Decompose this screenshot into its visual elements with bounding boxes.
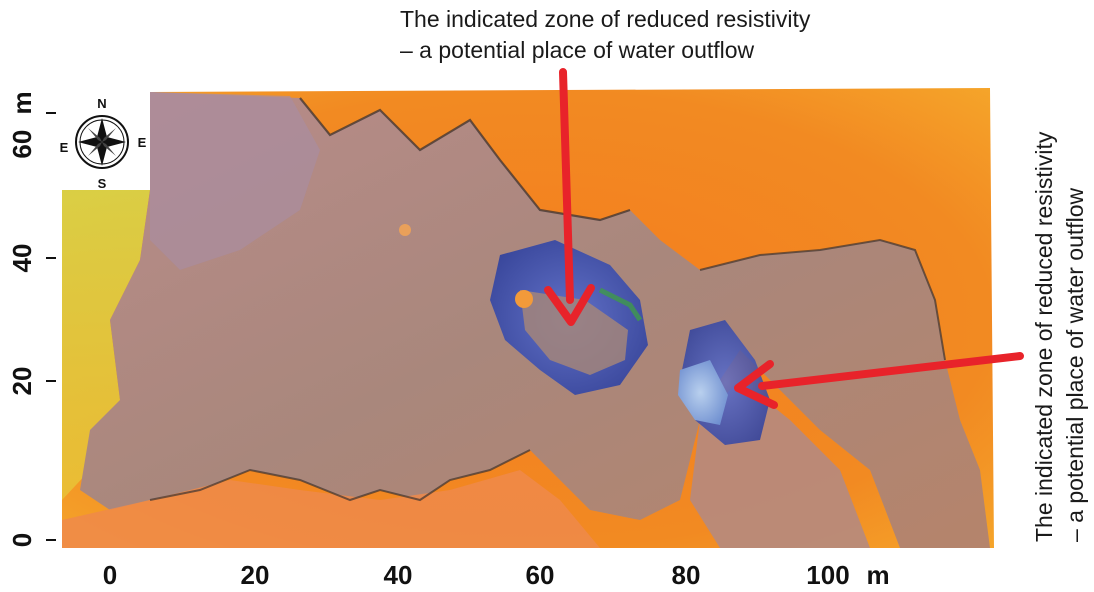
y-tick-label-40: 40 <box>7 244 37 273</box>
y-tick-top-value: 60 <box>7 130 37 159</box>
resistivity-map <box>62 88 994 548</box>
map-orange-spot-small <box>399 224 411 236</box>
right-callout-line-1: The indicated zone of reduced resistivit… <box>1031 131 1057 542</box>
compass-south-label: S <box>98 176 107 191</box>
compass-rose-icon <box>75 115 129 169</box>
map-low-resistivity-zone-central-inner <box>520 290 628 375</box>
map-purple-tint-upper-left <box>150 92 320 270</box>
x-axis: 0 20 40 60 80 100 m <box>103 560 890 590</box>
map-contour-upper <box>299 97 631 222</box>
right-callout-line-2: – a potential place of water outflow <box>1062 187 1088 542</box>
y-tick-label-60: 60 m <box>7 91 37 158</box>
right-arrow <box>734 352 1024 409</box>
x-tick-label-60: 60 <box>526 560 555 590</box>
map-orange-spot <box>515 290 533 308</box>
compass-west-label: E <box>60 140 69 155</box>
y-tick-label-20: 20 <box>7 367 37 396</box>
x-tick-label-100: 100 <box>806 560 849 590</box>
y-axis: 60 m 40 20 0 <box>7 91 56 547</box>
map-lower-orange-lobe <box>62 470 600 548</box>
top-arrow <box>544 68 595 326</box>
map-contour-lower <box>149 449 531 502</box>
x-tick-label-20: 20 <box>241 560 270 590</box>
x-tick-label-40: 40 <box>384 560 413 590</box>
map-very-low-resistivity-zone-right <box>678 360 728 425</box>
compass-north-label: N <box>97 96 106 111</box>
map-contour-right <box>699 238 946 361</box>
compass-east-label: E <box>138 135 147 150</box>
top-callout-line-2: – a potential place of water outflow <box>400 37 755 63</box>
map-green-edge <box>598 287 643 322</box>
top-callout: The indicated zone of reduced resistivit… <box>400 6 811 63</box>
y-axis-unit: m <box>7 91 37 114</box>
right-callout: The indicated zone of reduced resistivit… <box>1031 131 1088 542</box>
map-yellow-band-left <box>62 190 150 500</box>
x-tick-label-0: 0 <box>103 560 117 590</box>
x-axis-unit: m <box>866 560 889 590</box>
y-tick-label-0: 0 <box>7 533 37 547</box>
top-callout-line-1: The indicated zone of reduced resistivit… <box>400 6 811 32</box>
x-tick-label-80: 80 <box>672 560 701 590</box>
